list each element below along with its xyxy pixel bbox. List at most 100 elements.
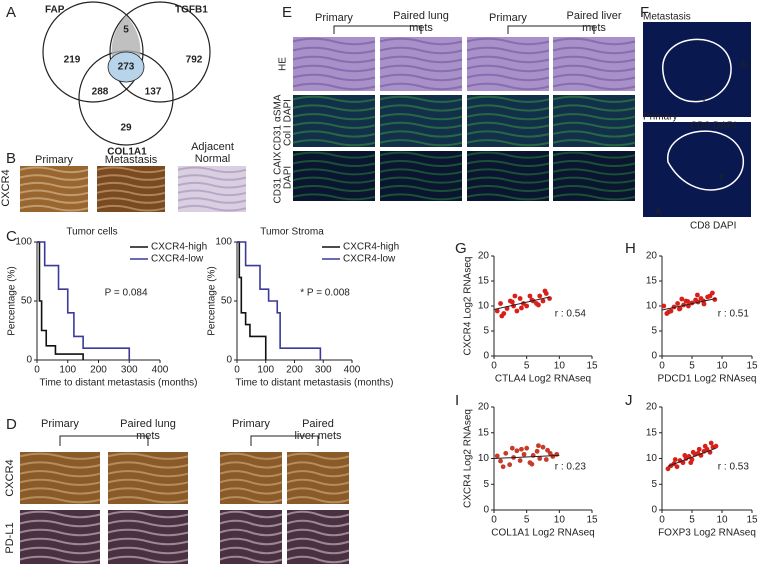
venn-count: 273 <box>118 62 135 73</box>
y-tick-label: 20 <box>646 402 658 413</box>
micrograph-texture <box>466 185 550 192</box>
chart-title: Tumor Stroma <box>260 227 324 238</box>
micrograph-texture <box>96 166 166 174</box>
micrograph-texture <box>19 204 89 212</box>
bracket <box>507 25 595 34</box>
micrograph-texture <box>286 519 350 528</box>
y-tick-label: 20 <box>646 251 658 262</box>
micrograph-texture <box>107 461 189 469</box>
point <box>713 443 719 449</box>
micrograph-texture <box>219 461 283 469</box>
point <box>665 466 671 472</box>
row-label: PD-L1 <box>4 522 16 554</box>
micrograph-texture <box>107 528 189 537</box>
point <box>685 299 691 304</box>
micrograph-texture <box>19 487 101 495</box>
micrograph-texture <box>552 113 636 121</box>
micrograph-texture <box>107 478 189 486</box>
bracket <box>333 25 422 34</box>
micrograph-texture <box>19 470 101 478</box>
micrograph-texture <box>466 130 550 138</box>
stain-label: CD8 <box>690 221 710 232</box>
micrograph-texture <box>107 519 189 528</box>
y-tick-label: 0 <box>651 505 657 516</box>
micrograph-texture <box>219 470 283 478</box>
micrograph-texture <box>466 160 550 167</box>
column-label: Primary <box>41 418 79 430</box>
micrograph <box>553 37 635 91</box>
micrograph-texture <box>107 510 189 519</box>
annotation: r : 0.54 <box>555 309 587 320</box>
micrograph-texture <box>552 168 636 176</box>
point <box>542 288 548 294</box>
micrograph-texture <box>107 470 189 478</box>
micrograph-texture <box>96 174 166 181</box>
micrograph-texture <box>552 73 636 82</box>
point <box>494 453 500 459</box>
micrograph-texture <box>292 95 376 103</box>
micrograph <box>220 510 282 564</box>
column-label: Adjacent Normal <box>191 141 234 165</box>
row-label-part: CAIX <box>273 151 284 175</box>
micrograph <box>108 510 188 564</box>
fit-line <box>493 296 550 310</box>
micrograph-texture <box>379 160 463 167</box>
y-tick-label: 15 <box>478 427 490 438</box>
micrograph <box>380 151 462 201</box>
x-axis-label: Time to distant metastasis (months) <box>235 378 393 389</box>
x-tick-label: 5 <box>524 515 530 526</box>
bracket <box>250 435 319 446</box>
micrograph-texture <box>19 181 89 189</box>
x-axis-label: PDCD1 Log2 RNAseq <box>658 374 757 385</box>
micrograph-texture <box>379 139 463 147</box>
column-label: Paired liver mets <box>566 10 622 34</box>
x-tick-label: 5 <box>689 361 695 372</box>
x-tick-label: 10 <box>554 361 566 372</box>
micrograph <box>293 95 375 147</box>
region-label: T <box>701 95 707 106</box>
micrograph-texture <box>292 73 376 82</box>
micrograph-texture <box>379 37 463 46</box>
venn-circle <box>42 1 144 103</box>
micrograph-texture <box>286 487 350 495</box>
micrograph-texture <box>219 496 283 504</box>
micrograph <box>97 166 165 212</box>
micrograph-texture <box>177 166 247 174</box>
micrograph-texture <box>19 478 101 486</box>
row-label-part: CD31 <box>273 125 284 151</box>
micrograph-texture <box>379 176 463 184</box>
micrograph-texture <box>466 168 550 176</box>
x-axis-label: CTLA4 Log2 RNAseq <box>495 374 591 385</box>
micrograph-texture <box>219 452 283 460</box>
point <box>529 461 535 467</box>
micrograph-texture <box>177 181 247 189</box>
micrograph-texture <box>107 452 189 460</box>
micrograph-texture <box>379 46 463 55</box>
micrograph-texture <box>379 82 463 91</box>
y-axis-label: Percentage (%) <box>7 266 18 335</box>
micrograph-texture <box>19 189 89 197</box>
micrograph-texture <box>552 104 636 112</box>
micrograph <box>293 151 375 201</box>
x-tick-label: 15 <box>586 361 598 372</box>
point <box>710 290 715 296</box>
x-tick-label: 400 <box>152 365 169 376</box>
micrograph-texture <box>379 104 463 112</box>
x-tick-label: 5 <box>524 361 530 372</box>
venn-count: 288 <box>92 87 109 98</box>
x-tick-label: 10 <box>716 361 728 372</box>
micrograph <box>553 95 635 147</box>
micrograph-texture <box>379 95 463 103</box>
point <box>674 464 680 470</box>
x-tick-label: 200 <box>286 365 303 376</box>
micrograph-texture <box>379 185 463 192</box>
point <box>536 302 541 308</box>
annotation: r : 0.51 <box>718 309 750 320</box>
micrograph-texture <box>292 121 376 129</box>
x-tick-label: 5 <box>689 515 695 526</box>
row-label-part: HE <box>278 57 289 71</box>
panel-letter: F <box>640 4 650 21</box>
micrograph-texture <box>292 185 376 192</box>
micrograph-texture <box>96 204 166 212</box>
